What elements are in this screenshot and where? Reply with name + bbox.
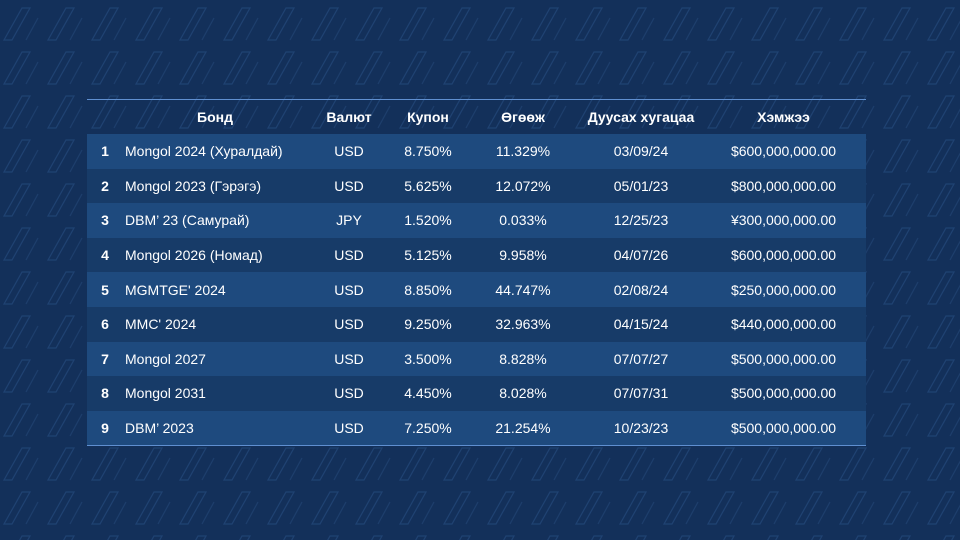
bond-name: Mongol 2031 [123, 376, 307, 411]
table-row: 4 Mongol 2026 (Номад) USD 5.125% 9.958% 04/07… [87, 237, 866, 273]
yield: 8.828% [465, 341, 581, 377]
maturity-date: 12/25/23 [581, 203, 701, 238]
coupon: 4.450% [391, 376, 465, 411]
amount: $600,000,000.00 [701, 237, 866, 273]
table-row: 8 Mongol 2031 USD 4.450% 8.028% 07/07/31 $500,… [87, 376, 866, 411]
header-amount: Хэмжээ [757, 109, 810, 125]
table-row: 3 DBM’ 23 (Самурай) JPY 1.520% 0.033% 12/25/2… [87, 203, 866, 238]
maturity-date: 07/07/31 [581, 376, 701, 411]
currency: USD [307, 306, 391, 342]
currency: USD [307, 237, 391, 273]
currency: USD [307, 341, 391, 377]
maturity-date: 07/07/27 [581, 341, 701, 377]
table-row: 6 MMC' 2024 USD 9.250% 32.963% 04/15/24 $440,0… [87, 306, 866, 342]
coupon: 9.250% [391, 306, 465, 342]
currency: USD [307, 134, 391, 169]
maturity-date: 10/23/23 [581, 410, 701, 446]
yield: 9.958% [465, 237, 581, 273]
currency: USD [307, 272, 391, 307]
header-currency: Валют [326, 109, 372, 125]
currency: JPY [307, 203, 391, 238]
coupon: 3.500% [391, 341, 465, 377]
amount: $600,000,000.00 [701, 134, 866, 169]
row-index: 7 [87, 341, 123, 377]
row-index: 8 [87, 376, 123, 411]
row-index: 6 [87, 306, 123, 342]
bond-name: Mongol 2024 (Хуралдай) [123, 134, 307, 169]
yield: 0.033% [465, 203, 581, 238]
yield: 8.028% [465, 376, 581, 411]
bond-table-container: Бонд Валют Купон Өгөөж Дуусах хугацаа Хэ… [87, 99, 866, 447]
header-index [87, 100, 123, 134]
amount: $500,000,000.00 [701, 341, 866, 377]
header-bond: Бонд [197, 109, 233, 125]
amount: $800,000,000.00 [701, 168, 866, 204]
maturity-date: 04/15/24 [581, 306, 701, 342]
row-index: 3 [87, 203, 123, 238]
coupon: 5.625% [391, 168, 465, 204]
coupon: 8.750% [391, 134, 465, 169]
yield: 21.254% [465, 410, 581, 446]
row-index: 1 [87, 134, 123, 169]
currency: USD [307, 410, 391, 446]
table-row: 9 DBM’ 2023 USD 7.250% 21.254% 10/23/23 $500,0… [87, 410, 866, 446]
bond-name: MMC' 2024 [123, 306, 307, 342]
maturity-date: 04/07/26 [581, 237, 701, 273]
row-index: 2 [87, 168, 123, 204]
row-index: 4 [87, 237, 123, 273]
currency: USD [307, 376, 391, 411]
bond-table: Бонд Валют Купон Өгөөж Дуусах хугацаа Хэ… [87, 100, 866, 446]
amount: $500,000,000.00 [701, 376, 866, 411]
coupon: 7.250% [391, 410, 465, 446]
table-top-rule [87, 99, 866, 100]
amount: $250,000,000.00 [701, 272, 866, 307]
bond-name: Mongol 2023 (Гэрэгэ) [123, 168, 307, 204]
bond-name: Mongol 2027 [123, 341, 307, 377]
table-bottom-rule [87, 445, 866, 447]
row-index: 9 [87, 410, 123, 446]
yield: 32.963% [465, 306, 581, 342]
table-row: 5 MGMTGE' 2024 USD 8.850% 44.747% 02/08/24 $25… [87, 272, 866, 307]
table-header-row: Бонд Валют Купон Өгөөж Дуусах хугацаа Хэ… [87, 100, 866, 134]
table-row: 2 Mongol 2023 (Гэрэгэ) USD 5.625% 12.072% 05/… [87, 168, 866, 204]
currency: USD [307, 168, 391, 204]
table-row: 7 Mongol 2027 USD 3.500% 8.828% 07/07/27 $500,… [87, 341, 866, 377]
coupon: 5.125% [391, 237, 465, 273]
yield: 44.747% [465, 272, 581, 307]
header-maturity: Дуусах хугацаа [587, 109, 695, 125]
bond-name: Mongol 2026 (Номад) [123, 237, 307, 273]
coupon: 1.520% [391, 203, 465, 238]
amount: ¥300,000,000.00 [701, 203, 866, 238]
row-index: 5 [87, 272, 123, 307]
maturity-date: 05/01/23 [581, 168, 701, 204]
table-row: 1 Mongol 2024 (Хуралдай) USD 8.750% 11.329% 0… [87, 134, 866, 169]
amount: $500,000,000.00 [701, 410, 866, 446]
yield: 12.072% [465, 168, 581, 204]
bond-name: MGMTGE' 2024 [123, 272, 307, 307]
header-yield: Өгөөж [501, 109, 545, 125]
yield: 11.329% [465, 134, 581, 169]
header-coupon: Купон [407, 109, 449, 125]
bond-name: DBM’ 2023 [123, 410, 307, 446]
maturity-date: 03/09/24 [581, 134, 701, 169]
amount: $440,000,000.00 [701, 306, 866, 342]
maturity-date: 02/08/24 [581, 272, 701, 307]
bond-name: DBM’ 23 (Самурай) [123, 203, 307, 238]
coupon: 8.850% [391, 272, 465, 307]
